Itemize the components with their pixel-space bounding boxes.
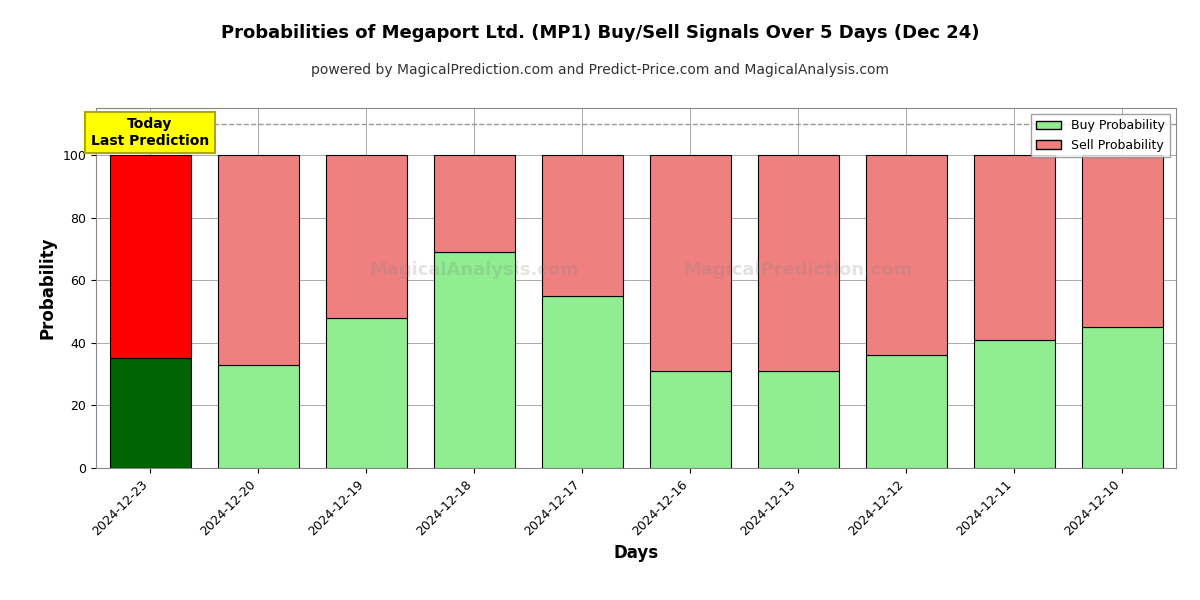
Bar [325, 318, 407, 468]
Bar [541, 296, 623, 468]
Text: Today
Last Prediction: Today Last Prediction [91, 118, 209, 148]
Text: Probabilities of Megaport Ltd. (MP1) Buy/Sell Signals Over 5 Days (Dec 24): Probabilities of Megaport Ltd. (MP1) Buy… [221, 24, 979, 42]
Text: powered by MagicalPrediction.com and Predict-Price.com and MagicalAnalysis.com: powered by MagicalPrediction.com and Pre… [311, 63, 889, 77]
Text: MagicalPrediction.com: MagicalPrediction.com [683, 261, 913, 279]
Y-axis label: Probability: Probability [38, 237, 56, 339]
Bar [973, 340, 1055, 468]
Bar [865, 155, 947, 355]
Bar [757, 155, 839, 371]
Bar [1081, 327, 1163, 468]
Bar [217, 155, 299, 365]
Bar [433, 252, 515, 468]
Bar [973, 155, 1055, 340]
Bar [757, 371, 839, 468]
Bar [649, 155, 731, 371]
Bar [1081, 155, 1163, 327]
Bar [433, 155, 515, 252]
Text: MagicalAnalysis.com: MagicalAnalysis.com [370, 261, 578, 279]
Legend: Buy Probability, Sell Probability: Buy Probability, Sell Probability [1031, 114, 1170, 157]
Bar [865, 355, 947, 468]
Bar [217, 365, 299, 468]
Bar [109, 358, 191, 468]
Bar [325, 155, 407, 318]
Bar [541, 155, 623, 296]
Bar [649, 371, 731, 468]
X-axis label: Days: Days [613, 544, 659, 562]
Bar [109, 155, 191, 358]
